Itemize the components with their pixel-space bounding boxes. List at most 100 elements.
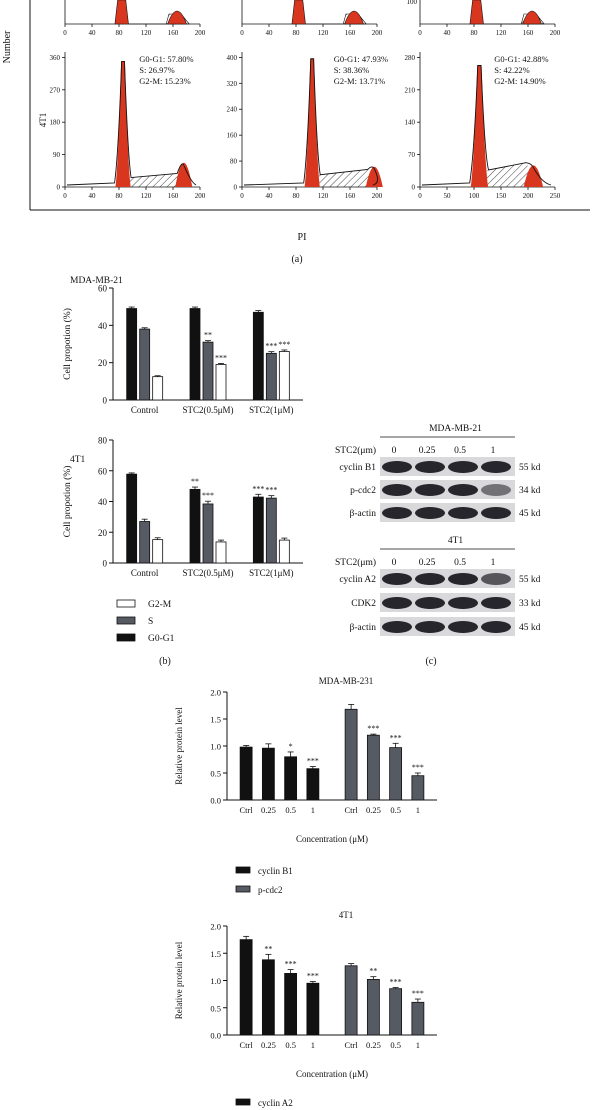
blot-concentration-label: 0.25	[419, 558, 436, 568]
top-strip-tick-label: 200	[195, 29, 206, 37]
chart-bar	[306, 768, 320, 801]
chart-bar	[126, 308, 138, 401]
histogram-y-tick-label: 0	[57, 184, 61, 192]
chart-category-label: 0.25	[366, 1040, 381, 1050]
blot-concentration-label: 0.5	[454, 446, 466, 456]
chart-significance-label: ***	[278, 340, 290, 349]
histogram-y-tick-label: 400	[227, 54, 238, 62]
chart-category-label: 1	[311, 1040, 315, 1050]
chart-y-tick-label: 1.0	[210, 742, 221, 752]
blot-concentration-label: 0	[392, 558, 397, 568]
histogram-x-tick-label: 40	[266, 192, 274, 200]
blot-band-name: cyclin A2	[339, 575, 376, 585]
chart-category-label: Ctrl	[345, 1040, 359, 1050]
blot-protein-band	[448, 621, 478, 633]
chart-category-label: Control	[131, 405, 159, 415]
chart-bar	[252, 311, 264, 401]
chart-category-label: 0.25	[261, 1040, 276, 1050]
histogram-x-tick-label: 50	[444, 192, 452, 200]
top-strip-tick-label: 40	[89, 29, 97, 37]
blot-band-name: β-actin	[350, 623, 377, 633]
chart-bar	[278, 351, 290, 401]
legend-swatch	[116, 633, 136, 642]
histogram-y-tick-label: 180	[50, 119, 61, 127]
western-blots: MDA-MB-21 STC2(μm) 0 0.25 0.5 1 cyclin B1 55 kd…	[335, 424, 541, 636]
chart-significance-label: ***	[390, 733, 402, 742]
top-strip-y-tick-label: 100	[407, 0, 418, 6]
histogram-phase-stat: S: 38.36%	[334, 65, 369, 75]
legend-swatch	[235, 885, 251, 893]
blot-band-name: β-actin	[350, 509, 377, 519]
histogram-g0-g1-peak	[470, 65, 489, 187]
legend-swatch	[116, 599, 136, 608]
chart-significance-label: **	[191, 477, 199, 486]
pi-axis-label: PI	[298, 232, 307, 243]
blot-protein-band	[481, 573, 511, 585]
chart-significance-label: **	[264, 944, 272, 953]
blot-title: 4T1	[448, 536, 464, 546]
chart-title: 4T1	[70, 455, 86, 465]
histogram-x-tick-label: 80	[116, 192, 124, 200]
histogram-x-tick-label: 250	[550, 192, 561, 200]
histogram-x-tick-label: 120	[318, 192, 329, 200]
top-strip-tick-label: 160	[345, 29, 356, 37]
panel-a: Number PI (a) 4T1 0 40 80 120 160 200 0 40 80 120…	[2, 0, 590, 265]
histogram-phase-stat: G0-G1: 42.88%	[494, 54, 548, 64]
panel-c-label: (c)	[425, 656, 436, 667]
histogram-x-tick-label: 100	[469, 192, 480, 200]
chart-y-tick-label: 0.5	[210, 769, 221, 779]
chart-bar	[215, 364, 227, 401]
mda-mb-231-protein-chart: 0.0 0.5 1.0 1.5 2.0 Relative protein level MDA…	[174, 676, 437, 844]
blot-protein-band	[448, 573, 478, 585]
histogram-y-tick-label: 0	[412, 184, 416, 192]
chart-category-label: 0.5	[390, 1040, 401, 1050]
chart-y-tick-label: 40	[98, 321, 108, 331]
chart-significance-label: ***	[202, 491, 214, 500]
chart-category-label: 0.5	[285, 805, 296, 815]
chart-bar	[366, 979, 380, 1036]
histogram-y-tick-label: 140	[405, 119, 416, 127]
blot-protein-band	[382, 484, 412, 496]
top-strip-tick-label: 160	[168, 29, 179, 37]
blot-band-name: cyclin B1	[339, 463, 376, 473]
chart-bar	[139, 521, 151, 564]
histogram-x-tick-label: 150	[496, 192, 507, 200]
histogram-y-tick-label: 70	[408, 151, 416, 159]
chart-bar	[366, 734, 380, 801]
legend-swatch	[116, 616, 136, 625]
histogram-x-tick-label: 80	[293, 192, 301, 200]
4t1-protein-chart: 0.0 0.5 1.0 1.5 2.0 Relative protein level 4T1…	[174, 910, 437, 1079]
histogram-phase-stat: S: 42.22%	[494, 65, 529, 75]
histogram-x-tick-label: 160	[345, 192, 356, 200]
blot-protein-band	[382, 461, 412, 473]
legend-label: cyclin A2	[258, 1098, 293, 1108]
histogram-y-tick-label: 360	[50, 54, 61, 62]
chart-significance-label: ***	[412, 763, 424, 772]
blot-concentration-label: 1	[491, 446, 496, 456]
top-strip-tick-label: 80	[116, 29, 124, 37]
blot-protein-band	[481, 507, 511, 519]
histogram-x-tick-label: 0	[63, 192, 67, 200]
blot-protein-band	[382, 621, 412, 633]
histogram-phase-stat: G0-G1: 57.80%	[139, 54, 193, 64]
histogram-y-tick-label: 0	[234, 184, 238, 192]
chart-category-label: 0.25	[261, 805, 276, 815]
blot-band-size: 45 kd	[519, 623, 541, 633]
row-label-4t1: 4T1	[38, 113, 48, 128]
top-strip-tick-label: 120	[318, 29, 329, 37]
chart-bar	[411, 1001, 425, 1036]
chart-significance-label: ***	[412, 989, 424, 998]
chart-category-label: STC2(0.5μM)	[182, 405, 233, 415]
blot-protein-band	[481, 621, 511, 633]
top-strip-tick-label: 160	[523, 29, 534, 37]
blot-protein-band	[481, 484, 511, 496]
histogram-y-tick-label: 80	[230, 158, 238, 166]
blot-protein-band	[448, 484, 478, 496]
chart-bar	[389, 988, 403, 1036]
chart-significance-label: ***	[307, 757, 319, 766]
chart-y-tick-label: 60	[98, 466, 108, 476]
chart-y-axis-label: Cell propotion (%)	[62, 308, 73, 380]
legend-swatch	[235, 866, 251, 874]
